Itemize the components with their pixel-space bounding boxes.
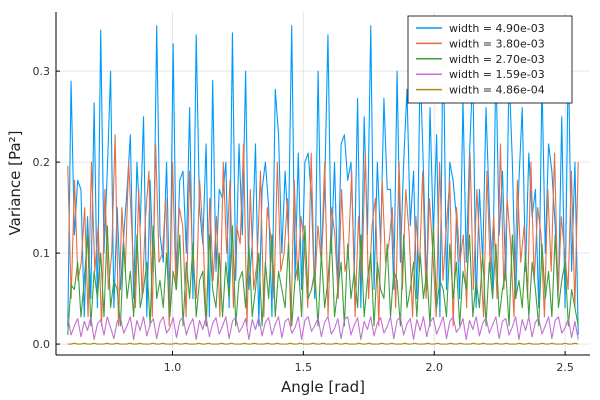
x-tick-label: 2.5 xyxy=(556,361,574,374)
series-line-3 xyxy=(67,225,579,336)
legend-entry-4: width = 1.59e-03 xyxy=(449,68,545,81)
x-axis-label: Angle [rad] xyxy=(281,378,365,396)
legend-entry-2: width = 3.80e-03 xyxy=(449,37,545,50)
series-line-2 xyxy=(67,134,579,327)
series-line-5 xyxy=(67,342,579,345)
legend-entry-1: width = 4.90e-03 xyxy=(449,22,545,35)
legend-entry-5: width = 4.86e-04 xyxy=(449,84,545,97)
x-tick-label: 2.0 xyxy=(426,361,444,374)
legend-entry-3: width = 2.70e-03 xyxy=(449,53,545,66)
y-tick-label: 0.3 xyxy=(33,65,51,78)
plot-area xyxy=(67,25,579,345)
y-ticks: 0.0 0.1 0.2 0.3 xyxy=(33,65,60,351)
series-line-4 xyxy=(67,316,579,341)
y-axis-label: Variance [Pa²] xyxy=(6,131,24,236)
x-ticks: 1.0 1.5 2.0 2.5 xyxy=(164,351,574,374)
legend: width = 4.90e-03 width = 3.80e-03 width = … xyxy=(407,15,573,104)
y-tick-label: 0.1 xyxy=(33,247,51,260)
x-tick-label: 1.0 xyxy=(164,361,182,374)
y-tick-label: 0.2 xyxy=(33,156,51,169)
x-tick-label: 1.5 xyxy=(295,361,313,374)
axes xyxy=(55,12,590,356)
y-tick-label: 0.0 xyxy=(33,338,51,351)
